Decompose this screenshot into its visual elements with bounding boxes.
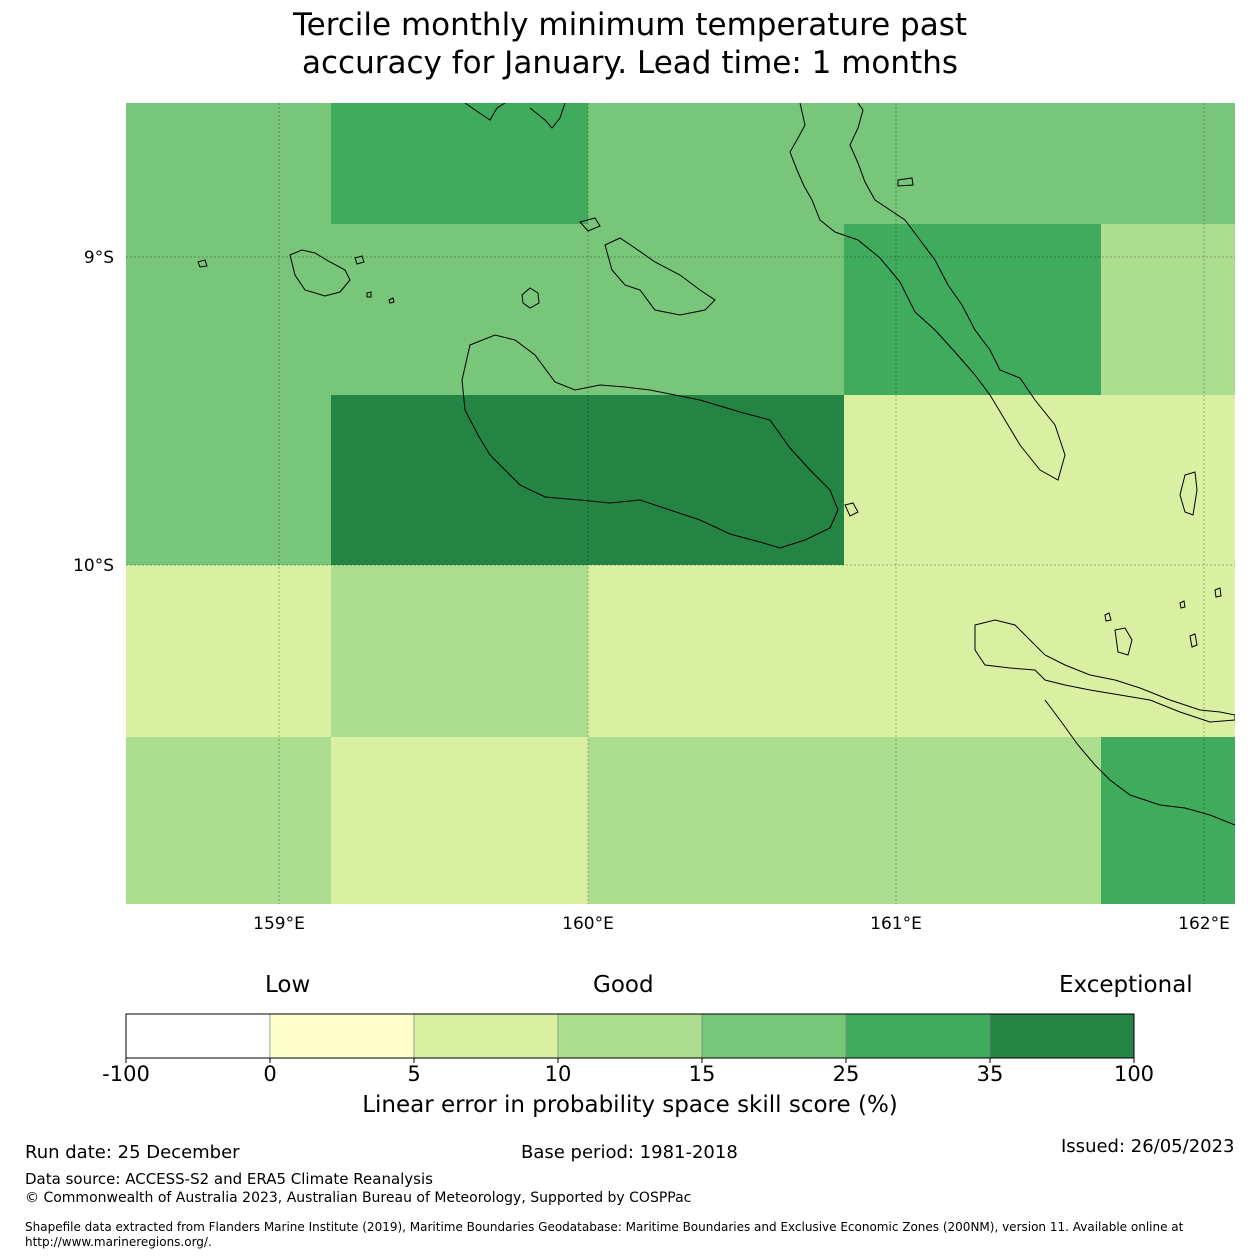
grid-cell	[331, 395, 588, 565]
coastlines	[197, 103, 1235, 826]
colorbar	[125, 1013, 1135, 1063]
grid-cell	[1101, 395, 1235, 565]
coastline-islet-a	[354, 255, 365, 265]
colorbar-outline	[125, 1013, 1135, 1059]
lon-label-159e: 159°E	[253, 914, 305, 934]
colorbar-segment	[269, 1013, 415, 1059]
coastline-guadalcanal	[461, 334, 839, 549]
grid-cell	[1101, 565, 1235, 737]
colorbar-tick: 0	[263, 1062, 276, 1086]
run-date: Run date: 25 December	[25, 1142, 240, 1163]
colorbar-tick: 35	[977, 1062, 1004, 1086]
coastline-ramos	[1179, 471, 1198, 516]
coastline-islet-g	[1179, 600, 1186, 609]
colorbar-tick: 100	[1114, 1062, 1154, 1086]
colorbar-ticks: -100 0 5 10 15 25 35 100	[102, 1062, 1154, 1086]
grid-cell	[331, 737, 588, 904]
shapefile-note: Shapefile data extracted from Flanders M…	[25, 1220, 1184, 1249]
colorbar-segment	[413, 1013, 559, 1059]
colorbar-label: Linear error in probability space skill …	[362, 1092, 898, 1118]
grid-cell	[1101, 737, 1235, 904]
colorbar-segment	[701, 1013, 847, 1059]
grid-cell	[844, 224, 1101, 395]
colorbar-tick: 5	[407, 1062, 420, 1086]
grid-cell	[126, 565, 331, 737]
colorbar-category-low: Low	[265, 972, 311, 998]
coastline-santa-isabel	[789, 103, 1066, 481]
grid-cell	[844, 565, 1101, 737]
coastline-nggela-north	[464, 103, 506, 121]
grid-cell	[588, 224, 844, 395]
coastline-island-b	[897, 177, 914, 187]
coastline-nggela-north-b	[529, 103, 566, 129]
grid-cell	[588, 565, 844, 737]
colorbar-category-good: Good	[593, 972, 654, 998]
coastline-islet-c	[388, 297, 395, 304]
coastline-islet-d	[366, 291, 372, 298]
title-line-2: accuracy for January. Lead time: 1 month…	[301, 45, 958, 81]
coastline-islet-e	[579, 217, 601, 232]
lon-label-162e: 162°E	[1178, 914, 1230, 934]
colorbar-segment	[125, 1013, 271, 1059]
lat-label-9s: 9°S	[84, 248, 114, 268]
chart-title: Tercile monthly minimum temperature past…	[0, 6, 1260, 82]
colorbar-segment	[989, 1013, 1135, 1059]
lon-label-161e: 161°E	[870, 914, 922, 934]
coastline-islet-f	[1104, 612, 1112, 622]
issued-date: Issued: 26/05/2023	[1061, 1136, 1235, 1157]
colorbar-tick: 10	[545, 1062, 572, 1086]
coastline-islet-b	[197, 259, 208, 268]
lat-label-10s: 10°S	[73, 556, 114, 576]
grid-cell	[588, 395, 844, 565]
colorbar-segment	[845, 1013, 991, 1059]
grid-cell	[126, 395, 331, 565]
coastline-islet-h	[1189, 633, 1198, 648]
lon-label-160e: 160°E	[562, 914, 614, 934]
colorbar-category-exceptional: Exceptional	[1059, 972, 1193, 998]
grid-cell	[844, 395, 1101, 565]
coastline-makira	[974, 619, 1235, 723]
grid-cell	[331, 565, 588, 737]
title-line-1: Tercile monthly minimum temperature past	[292, 7, 968, 43]
graticule	[126, 103, 1235, 904]
grid-cell	[126, 103, 331, 224]
coastline-makira-south	[1044, 699, 1235, 826]
grid-cell	[1101, 103, 1235, 224]
grid-cell	[331, 224, 588, 395]
grid-cell	[1101, 224, 1235, 395]
grid-cell	[588, 103, 844, 224]
grid-cell	[331, 103, 588, 224]
grid-cell	[844, 737, 1101, 904]
copyright: © Commonwealth of Australia 2023, Austra…	[25, 1190, 692, 1206]
axis-labels: 9°S 10°S 159°E 160°E 161°E 162°E	[73, 248, 1230, 934]
grid-cell	[126, 737, 331, 904]
data-source: Data source: ACCESS-S2 and ERA5 Climate …	[25, 1170, 433, 1188]
colorbar-segment	[557, 1013, 703, 1059]
coastline-savo	[521, 287, 540, 309]
coastline-russell-islands	[289, 249, 351, 297]
colorbar-tick: 25	[833, 1062, 860, 1086]
grid-cell	[844, 103, 1101, 224]
colorbar-tick: 15	[689, 1062, 716, 1086]
coastline-florida-islands	[604, 237, 716, 316]
colorbar-tick: -100	[102, 1062, 150, 1086]
grid-cell	[126, 224, 331, 395]
skill-grid	[126, 103, 1235, 904]
coastline-ngatokae-islets	[844, 502, 859, 517]
coastline-islet-i	[1214, 587, 1222, 598]
grid-cell	[588, 737, 844, 904]
base-period: Base period: 1981-2018	[521, 1142, 738, 1163]
coastline-ulawa	[1114, 627, 1133, 656]
